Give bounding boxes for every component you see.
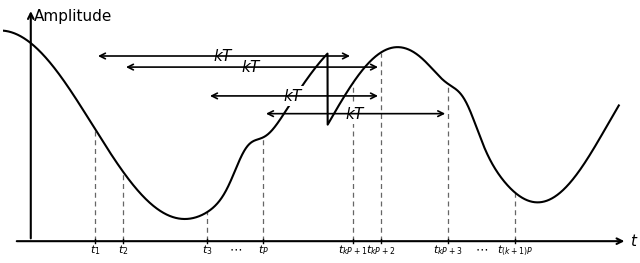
Text: $kT$: $kT$ bbox=[345, 106, 366, 122]
Text: $kT$: $kT$ bbox=[241, 59, 262, 75]
Text: $t_3$: $t_3$ bbox=[202, 243, 212, 257]
Text: t: t bbox=[630, 234, 636, 249]
Text: $t_{kP+1}$: $t_{kP+1}$ bbox=[338, 243, 367, 257]
Text: $kT$: $kT$ bbox=[213, 48, 235, 64]
Text: $t_{kP+3}$: $t_{kP+3}$ bbox=[433, 243, 463, 257]
Text: $t_1$: $t_1$ bbox=[90, 243, 100, 257]
Text: $t_{kP+2}$: $t_{kP+2}$ bbox=[366, 243, 396, 257]
Text: $\cdots$: $\cdots$ bbox=[475, 242, 488, 255]
Text: $kT$: $kT$ bbox=[284, 88, 305, 104]
Text: $t_{(k+1)P}$: $t_{(k+1)P}$ bbox=[497, 243, 533, 258]
Text: $t_P$: $t_P$ bbox=[258, 243, 269, 257]
Text: Amplitude: Amplitude bbox=[33, 9, 112, 24]
Text: $t_2$: $t_2$ bbox=[118, 243, 129, 257]
Text: $\cdots$: $\cdots$ bbox=[228, 242, 242, 255]
